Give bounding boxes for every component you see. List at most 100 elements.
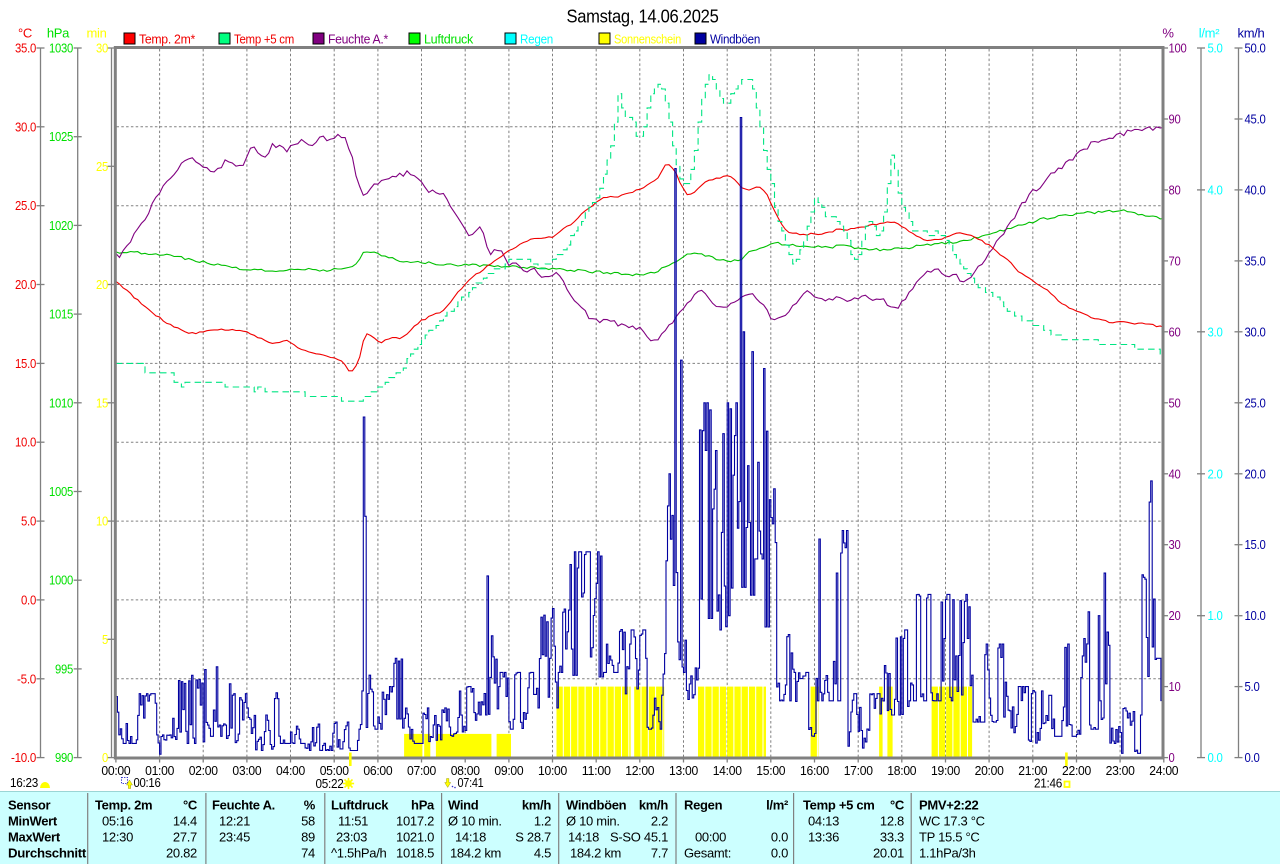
svg-text:74: 74 bbox=[301, 846, 315, 861]
svg-text:Regen: Regen bbox=[520, 32, 553, 47]
svg-text:WC 17.3 °C: WC 17.3 °C bbox=[919, 814, 985, 829]
svg-text:S-SO 45.1: S-SO 45.1 bbox=[610, 830, 668, 845]
svg-text:30.0: 30.0 bbox=[15, 119, 36, 134]
svg-text:50.0: 50.0 bbox=[1245, 41, 1266, 56]
svg-text:%: % bbox=[1162, 26, 1174, 41]
svg-text:l/m²: l/m² bbox=[766, 798, 789, 813]
svg-text:30: 30 bbox=[96, 41, 108, 56]
svg-text:10:00: 10:00 bbox=[538, 763, 567, 778]
svg-text:24:00: 24:00 bbox=[1149, 763, 1178, 778]
svg-text:40.0: 40.0 bbox=[1245, 182, 1266, 197]
svg-text:1010: 1010 bbox=[49, 395, 73, 410]
svg-text:1030: 1030 bbox=[49, 41, 73, 56]
svg-text:11:00: 11:00 bbox=[582, 763, 611, 778]
svg-text:13:00: 13:00 bbox=[669, 763, 698, 778]
svg-text:05:22: 05:22 bbox=[316, 776, 344, 791]
svg-text:15.0: 15.0 bbox=[15, 356, 36, 371]
svg-text:21:00: 21:00 bbox=[1018, 763, 1047, 778]
svg-text:km/h: km/h bbox=[1238, 26, 1265, 41]
svg-text:PMV+2:22: PMV+2:22 bbox=[919, 798, 978, 813]
svg-text:Sensor: Sensor bbox=[8, 798, 51, 813]
svg-text:1005: 1005 bbox=[49, 484, 73, 499]
svg-text:Windböen: Windböen bbox=[710, 32, 760, 47]
svg-text:0.0: 0.0 bbox=[1245, 750, 1260, 765]
svg-text:10: 10 bbox=[96, 514, 108, 529]
svg-text:2.0: 2.0 bbox=[1208, 466, 1223, 481]
svg-text:Samstag, 14.06.2025: Samstag, 14.06.2025 bbox=[567, 7, 719, 27]
svg-text:0.0: 0.0 bbox=[771, 830, 788, 845]
svg-text:23:03: 23:03 bbox=[336, 830, 367, 845]
svg-text:Luftdruck: Luftdruck bbox=[331, 798, 389, 813]
svg-text:°C: °C bbox=[890, 798, 905, 813]
svg-text:5: 5 bbox=[102, 632, 108, 647]
svg-text:Temp. 2m: Temp. 2m bbox=[95, 798, 152, 813]
svg-text:1.0: 1.0 bbox=[1208, 608, 1223, 623]
svg-text:1015: 1015 bbox=[49, 307, 73, 322]
svg-text:Gesamt:: Gesamt: bbox=[684, 846, 731, 861]
svg-text:Windböen: Windböen bbox=[566, 798, 627, 813]
svg-text:40: 40 bbox=[1169, 466, 1181, 481]
svg-text:00:16: 00:16 bbox=[134, 775, 161, 790]
svg-text:89: 89 bbox=[301, 830, 315, 845]
svg-text:100: 100 bbox=[1169, 41, 1187, 56]
svg-text:15:00: 15:00 bbox=[756, 763, 785, 778]
svg-text:23:45: 23:45 bbox=[219, 830, 250, 845]
svg-text:°C: °C bbox=[18, 26, 32, 41]
svg-text:35.0: 35.0 bbox=[15, 41, 36, 56]
svg-text:hPa: hPa bbox=[47, 26, 70, 41]
svg-text:27.7: 27.7 bbox=[173, 830, 197, 845]
svg-text:30: 30 bbox=[1169, 537, 1181, 552]
svg-text:12:21: 12:21 bbox=[219, 814, 250, 829]
svg-text:995: 995 bbox=[55, 661, 73, 676]
svg-text:1020: 1020 bbox=[49, 218, 73, 233]
svg-text:Ø 10 min.: Ø 10 min. bbox=[448, 814, 502, 829]
svg-text:10.0: 10.0 bbox=[15, 435, 36, 450]
svg-text:00:00: 00:00 bbox=[695, 830, 726, 845]
svg-text:07:00: 07:00 bbox=[407, 763, 436, 778]
svg-text:Durchschnitt: Durchschnitt bbox=[8, 846, 87, 861]
svg-text:05:00: 05:00 bbox=[320, 763, 349, 778]
svg-text:10.0: 10.0 bbox=[1245, 608, 1266, 623]
svg-text:3.0: 3.0 bbox=[1208, 324, 1223, 339]
svg-text:70: 70 bbox=[1169, 253, 1181, 268]
svg-text:1025: 1025 bbox=[49, 129, 73, 144]
svg-text:14.4: 14.4 bbox=[173, 814, 197, 829]
svg-text:06:00: 06:00 bbox=[363, 763, 392, 778]
svg-text:Wind: Wind bbox=[448, 798, 479, 813]
svg-text:Temp +5 cm: Temp +5 cm bbox=[234, 32, 294, 47]
svg-text:20:00: 20:00 bbox=[975, 763, 1004, 778]
svg-text:TP 15.5 °C: TP 15.5 °C bbox=[919, 830, 980, 845]
svg-text:04:13: 04:13 bbox=[808, 814, 839, 829]
svg-text:14:00: 14:00 bbox=[713, 763, 742, 778]
svg-text:1018.5: 1018.5 bbox=[396, 846, 434, 861]
svg-text:04:00: 04:00 bbox=[276, 763, 305, 778]
svg-text:Temp. 2m*: Temp. 2m* bbox=[139, 32, 195, 47]
svg-text:01:00: 01:00 bbox=[145, 763, 174, 778]
svg-text:Luftdruck: Luftdruck bbox=[424, 32, 474, 47]
svg-text:hPa: hPa bbox=[411, 798, 435, 813]
svg-text:12.8: 12.8 bbox=[880, 814, 904, 829]
svg-text:1021.0: 1021.0 bbox=[396, 830, 434, 845]
svg-text:20.82: 20.82 bbox=[166, 846, 197, 861]
svg-text:km/h: km/h bbox=[522, 798, 552, 813]
svg-text:18:00: 18:00 bbox=[887, 763, 916, 778]
svg-text:0.0: 0.0 bbox=[21, 592, 36, 607]
svg-text:21:46: 21:46 bbox=[1034, 776, 1062, 791]
svg-text:02:00: 02:00 bbox=[189, 763, 218, 778]
svg-text:5.0: 5.0 bbox=[1208, 41, 1223, 56]
svg-text:20.01: 20.01 bbox=[873, 846, 904, 861]
svg-text:90: 90 bbox=[1169, 112, 1181, 127]
svg-text:58: 58 bbox=[301, 814, 315, 829]
svg-text:16:23: 16:23 bbox=[10, 775, 38, 790]
svg-text:S 28.7: S 28.7 bbox=[515, 830, 551, 845]
svg-text:km/h: km/h bbox=[639, 798, 669, 813]
svg-text:08:00: 08:00 bbox=[451, 763, 480, 778]
svg-text:14:18: 14:18 bbox=[455, 830, 486, 845]
svg-text:20: 20 bbox=[1169, 608, 1181, 623]
svg-text:14:18: 14:18 bbox=[568, 830, 599, 845]
svg-text:50: 50 bbox=[1169, 395, 1181, 410]
svg-text:0.0: 0.0 bbox=[1208, 750, 1223, 765]
svg-text:25.0: 25.0 bbox=[15, 198, 36, 213]
svg-text:1.1hPa/3h: 1.1hPa/3h bbox=[919, 846, 976, 861]
svg-text:30.0: 30.0 bbox=[1245, 324, 1266, 339]
